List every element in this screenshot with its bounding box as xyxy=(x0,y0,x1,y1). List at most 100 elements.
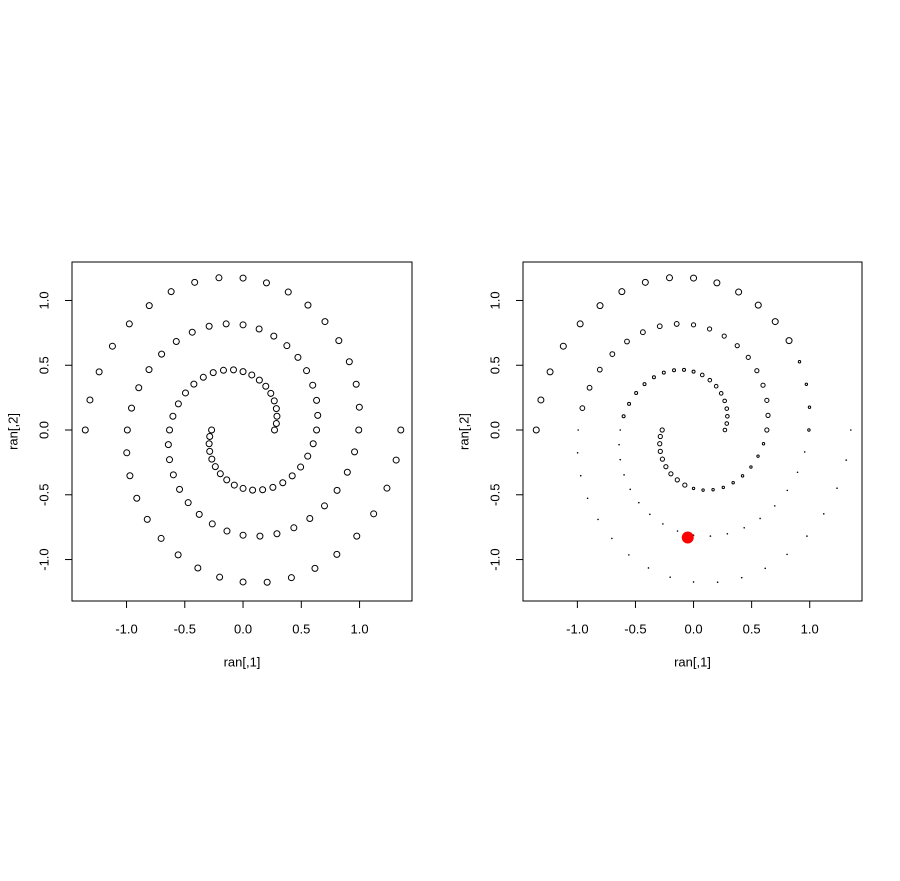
point xyxy=(576,320,584,328)
point xyxy=(577,429,579,431)
point xyxy=(673,321,680,327)
point xyxy=(95,368,103,376)
point xyxy=(284,288,292,296)
point xyxy=(352,380,360,388)
point xyxy=(642,382,647,387)
point xyxy=(661,370,666,375)
point xyxy=(764,427,770,433)
x-tick-label: 0.5 xyxy=(743,621,761,636)
point xyxy=(279,479,287,487)
point xyxy=(682,482,688,488)
point xyxy=(290,524,298,532)
point xyxy=(749,465,753,469)
point xyxy=(657,433,663,440)
point xyxy=(181,389,189,397)
point xyxy=(807,405,812,409)
point xyxy=(659,456,666,462)
point xyxy=(596,302,604,310)
point xyxy=(803,451,806,453)
point xyxy=(656,323,663,330)
point xyxy=(619,429,622,431)
point xyxy=(143,515,151,523)
point xyxy=(216,470,224,478)
point xyxy=(304,301,312,309)
point xyxy=(166,426,174,434)
point xyxy=(311,564,319,572)
point xyxy=(659,427,665,433)
point xyxy=(133,494,141,502)
point xyxy=(596,366,603,373)
point xyxy=(270,397,278,405)
point xyxy=(208,520,216,528)
point xyxy=(174,400,182,408)
point xyxy=(764,397,770,403)
point xyxy=(796,471,799,474)
point xyxy=(194,564,202,572)
point xyxy=(333,486,341,494)
x-axis-title: ran[,1] xyxy=(674,654,711,669)
point xyxy=(255,376,263,384)
point xyxy=(239,274,247,282)
point xyxy=(222,320,230,328)
point xyxy=(397,426,405,434)
point xyxy=(126,472,134,480)
point xyxy=(249,486,257,494)
point xyxy=(272,420,280,428)
point xyxy=(611,537,613,540)
point xyxy=(692,581,695,583)
point xyxy=(609,351,616,358)
point xyxy=(259,486,267,494)
point xyxy=(188,328,196,336)
point xyxy=(81,426,89,434)
point xyxy=(669,576,671,578)
point xyxy=(239,484,247,492)
point xyxy=(205,322,213,330)
point xyxy=(195,510,203,518)
point xyxy=(167,288,175,296)
point xyxy=(199,373,207,381)
point xyxy=(125,320,133,328)
point xyxy=(321,318,329,326)
point xyxy=(532,426,540,434)
point xyxy=(309,381,317,389)
point xyxy=(649,513,651,516)
point xyxy=(657,441,663,447)
point xyxy=(216,573,224,581)
point xyxy=(576,452,579,454)
point xyxy=(306,514,314,522)
point xyxy=(804,382,809,386)
point xyxy=(208,426,216,434)
point xyxy=(546,368,554,376)
point xyxy=(157,534,165,542)
point xyxy=(255,325,263,333)
x-tick-label: -0.5 xyxy=(174,621,196,636)
point xyxy=(267,389,275,397)
point xyxy=(283,342,291,350)
point xyxy=(641,278,649,286)
point xyxy=(623,474,625,476)
point xyxy=(586,384,593,391)
point xyxy=(716,581,719,584)
point xyxy=(786,489,789,492)
point xyxy=(647,567,650,569)
point xyxy=(269,483,277,491)
point xyxy=(822,513,825,515)
y-tick-label: 0.0 xyxy=(36,421,51,439)
point xyxy=(663,464,669,470)
point xyxy=(724,406,730,411)
point xyxy=(657,448,663,454)
point xyxy=(691,486,696,491)
point xyxy=(785,337,793,345)
point xyxy=(682,367,687,372)
point xyxy=(248,371,256,379)
point xyxy=(256,532,264,540)
point xyxy=(634,390,639,395)
point xyxy=(345,358,353,366)
point xyxy=(806,535,808,537)
y-axis-title: ran[,2] xyxy=(456,413,471,450)
point xyxy=(740,576,743,579)
point xyxy=(624,338,630,345)
point xyxy=(273,412,281,420)
point xyxy=(722,398,727,404)
point xyxy=(701,488,705,492)
